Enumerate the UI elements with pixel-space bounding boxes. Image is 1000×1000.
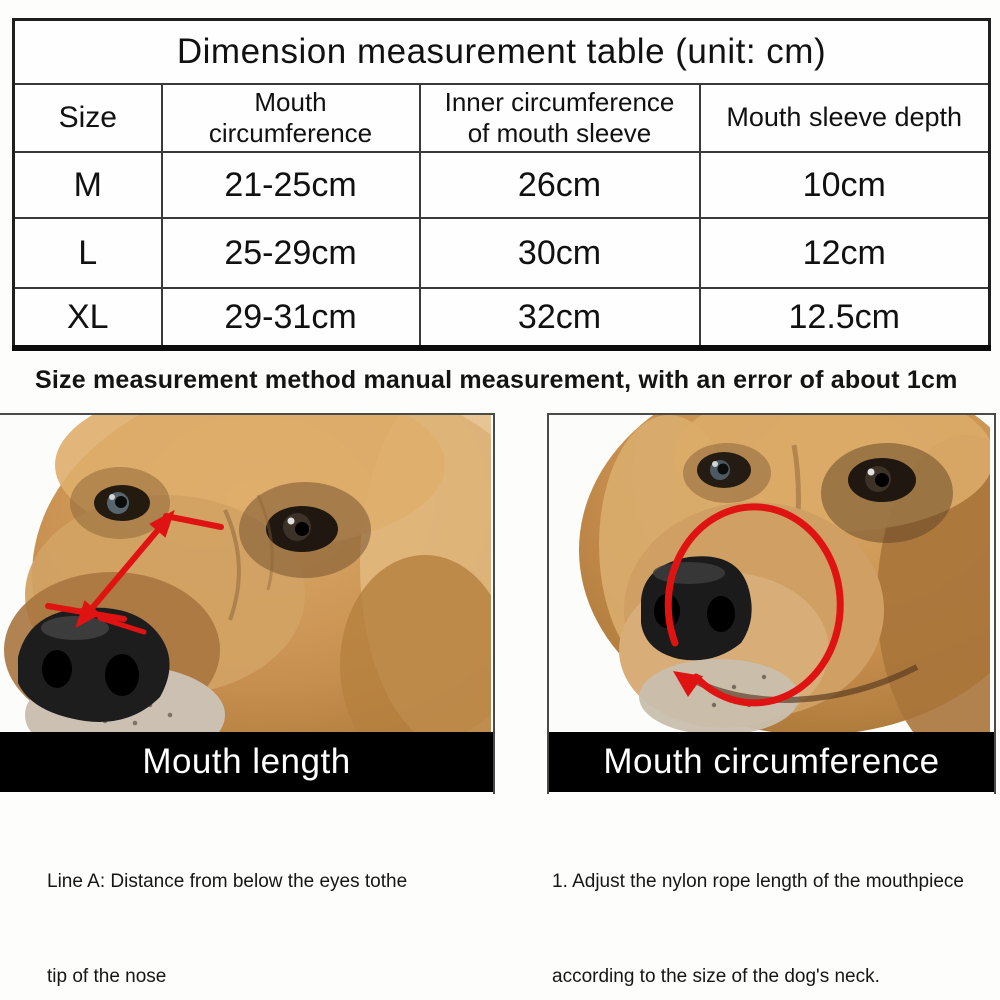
table-row-xl: XL 29-31cm 32cm 12.5cm [12, 287, 991, 349]
size-cell: L [12, 217, 163, 289]
notes-line: Line A: Distance from below the eyes tot… [47, 871, 408, 892]
circumference-circle-icon [664, 503, 844, 707]
value-cell: 12.5cm [698, 287, 991, 349]
dog-photo-profile [0, 415, 491, 732]
value-cell: 25-29cm [160, 217, 421, 289]
dog-right-eye [848, 458, 916, 502]
banner-mouth-length: Mouth length [0, 732, 493, 792]
column-header-mouth-circumference: Mouth circumference [160, 83, 421, 153]
value-cell: 32cm [418, 287, 701, 349]
dog-left-eye [94, 485, 150, 521]
mouth-circumference-panel: Mouth circumference [547, 413, 996, 794]
mouth-length-notes: Line A: Distance from below the eyes tot… [47, 803, 517, 1000]
value-cell: 30cm [418, 217, 701, 289]
column-header-inner-circumference: Inner circumference of mouth sleeve [418, 83, 701, 153]
table-row-m: M 21-25cm 26cm 10cm [12, 151, 991, 219]
column-header-sleeve-depth: Mouth sleeve depth [698, 83, 991, 153]
column-header-size: Size [12, 83, 163, 153]
table-header-row: Size Mouth circumference Inner circumfer… [12, 83, 991, 153]
value-cell: 29-31cm [160, 287, 421, 349]
banner-mouth-circumference: Mouth circumference [549, 732, 994, 792]
value-cell: 12cm [698, 217, 991, 289]
dog-right-eye [266, 506, 338, 552]
notes-line: tip of the nose [47, 965, 167, 987]
value-cell: 21-25cm [160, 151, 421, 219]
table-title: Dimension measurement table (unit: cm) [12, 18, 991, 85]
table-row-l: L 25-29cm 30cm 12cm [12, 217, 991, 289]
dog-left-eye [697, 452, 751, 488]
size-cell: M [12, 151, 163, 219]
usage-instructions: 1. Adjust the nylon rope length of the m… [552, 803, 1000, 1000]
line-a-arrow-icon [45, 509, 224, 635]
value-cell: 10cm [698, 151, 991, 219]
dog-photo-front [549, 415, 990, 732]
size-cell: XL [12, 287, 163, 349]
banner-label: Mouth circumference [603, 742, 940, 781]
measurement-note: Size measurement method manual measureme… [35, 366, 958, 394]
banner-label: Mouth length [142, 742, 351, 781]
notes-line: according to the size of the dog's neck. [552, 965, 880, 987]
notes-line: 1. Adjust the nylon rope length of the m… [552, 871, 964, 892]
dimension-table: Dimension measurement table (unit: cm) S… [12, 18, 991, 351]
value-cell: 26cm [418, 151, 701, 219]
mouth-length-panel: Mouth length [0, 413, 495, 794]
